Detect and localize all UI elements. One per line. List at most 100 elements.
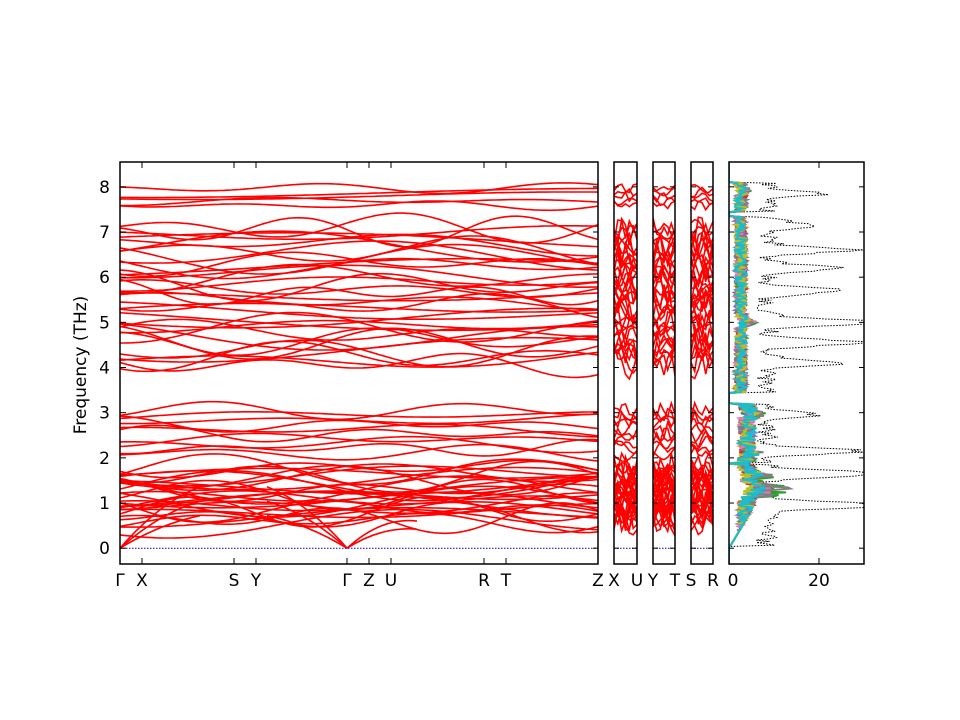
acoustic-branch (120, 514, 201, 549)
band-line (653, 330, 675, 350)
band-line (120, 240, 598, 271)
acoustic-branch (346, 519, 418, 549)
band-line (120, 453, 598, 486)
band-line (614, 342, 637, 367)
x-tick-label: R (478, 571, 490, 591)
band-line (120, 424, 598, 443)
band-line (120, 225, 598, 241)
band-line (691, 310, 713, 336)
band-line (691, 286, 713, 315)
band-line (120, 279, 598, 298)
band-line (120, 413, 598, 425)
dos-x-tick-label: 0 (728, 571, 739, 591)
band-line (614, 342, 637, 375)
dos-panel-frame (728, 161, 865, 565)
band-line (691, 192, 713, 203)
band-line (691, 457, 713, 481)
band-line (691, 233, 713, 259)
band-line (653, 200, 675, 210)
band-line (653, 415, 675, 429)
band-lines (120, 182, 713, 549)
band-line (614, 187, 637, 198)
band-line (653, 235, 675, 256)
band-line (691, 406, 713, 421)
x-tick-label: Z (592, 571, 604, 591)
band-line (691, 244, 713, 268)
band-panel (120, 182, 598, 549)
band-line (653, 186, 675, 197)
band-line (120, 233, 598, 257)
acoustic-branch (266, 514, 348, 549)
band-line (614, 348, 637, 381)
band-line (120, 432, 598, 448)
band-line (691, 491, 713, 520)
y-axis-label: Frequency (THz) (71, 296, 91, 435)
band-line (653, 344, 675, 373)
band-line (614, 300, 637, 322)
panel-frame (119, 161, 599, 565)
band-line (120, 438, 598, 457)
band-line (120, 478, 598, 511)
band-line (614, 403, 637, 419)
band-line (120, 196, 598, 207)
x-tick-label: Z (363, 571, 375, 591)
panel-frame (690, 161, 714, 565)
band-line (614, 256, 637, 288)
band-line (614, 197, 637, 206)
dos-plot (729, 162, 864, 564)
band-line (691, 225, 713, 238)
acoustic-branch (120, 500, 201, 549)
band-line (653, 184, 675, 192)
band-panel (691, 183, 713, 549)
band-line (614, 426, 637, 441)
band-line (691, 332, 713, 360)
band-line (653, 468, 675, 496)
band-line (614, 183, 637, 194)
x-tick-label: T (669, 571, 681, 591)
band-line (614, 326, 637, 355)
band-line (120, 212, 598, 244)
dos-curves (729, 162, 864, 564)
band-line (691, 186, 713, 198)
band-line (691, 183, 713, 194)
band-line (614, 471, 637, 497)
band-line (120, 400, 598, 421)
band-line (120, 476, 598, 495)
band-line (691, 491, 713, 511)
band-line (691, 200, 713, 212)
band-line (653, 217, 675, 237)
acoustic-branch (266, 500, 348, 549)
band-line (653, 348, 675, 369)
band-line (691, 291, 713, 321)
y-tick-label: 0 (99, 539, 110, 559)
band-line (120, 251, 598, 278)
band-line (120, 502, 598, 519)
band-line (653, 447, 675, 461)
band-line (120, 182, 598, 195)
band-line (653, 400, 675, 420)
band-line (653, 337, 675, 354)
y-tick-label: 8 (99, 178, 110, 198)
band-line (614, 244, 637, 269)
x-tick-label: Γ (342, 571, 352, 591)
band-line (120, 443, 598, 462)
y-tick-label: 4 (99, 359, 110, 379)
band-line (614, 453, 637, 486)
band-line (614, 218, 637, 243)
band-line (120, 466, 598, 491)
band-line (653, 222, 675, 236)
band-line (653, 246, 675, 270)
x-tick-label: R (707, 571, 719, 591)
x-tick-label: U (385, 571, 397, 591)
band-line (614, 226, 637, 257)
dos-x-tick-label: 20 (808, 571, 830, 591)
x-tick-label: S (229, 571, 240, 591)
band-line (653, 321, 675, 343)
band-line (120, 318, 598, 341)
band-line (120, 463, 598, 492)
y-tick-label: 6 (99, 268, 110, 288)
band-line (614, 200, 637, 208)
band-panel (614, 183, 637, 549)
